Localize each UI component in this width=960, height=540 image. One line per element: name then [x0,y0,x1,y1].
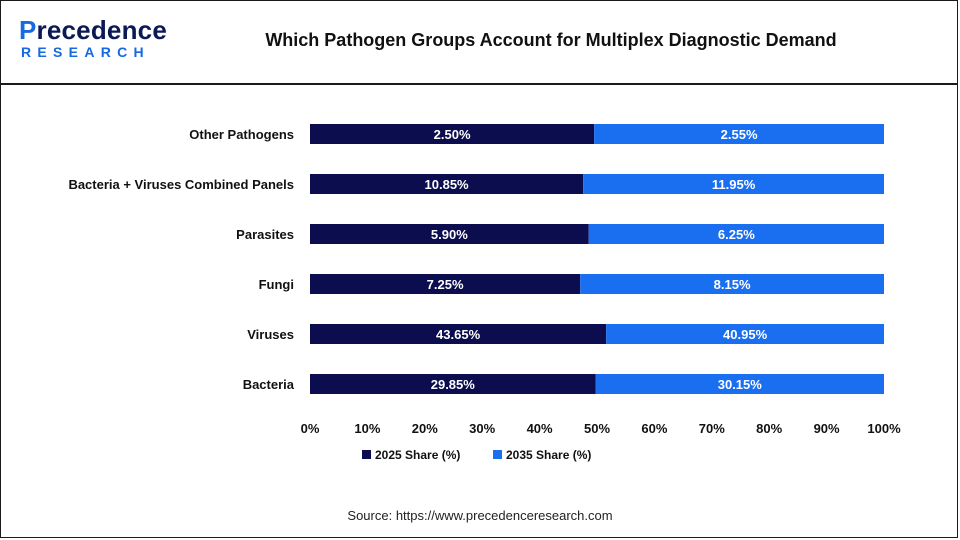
x-tick-label: 70% [699,421,725,436]
data-label-2035: 30.15% [718,377,763,392]
chart-title: Which Pathogen Groups Account for Multip… [265,30,837,50]
data-label-2035: 6.25% [718,227,755,242]
data-label-2025: 2.50% [434,127,471,142]
x-tick-label: 90% [814,421,840,436]
legend-swatch [493,450,502,459]
x-tick-label: 50% [584,421,610,436]
category-label: Viruses [247,327,294,342]
data-label-2035: 40.95% [723,327,768,342]
bar-2035-share [588,224,884,244]
x-tick-label: 40% [527,421,553,436]
bars [310,124,884,394]
data-label-2025: 43.65% [436,327,481,342]
bar-2025-share [310,374,596,394]
bar-2035-share [583,174,884,194]
data-label-2025: 29.85% [431,377,476,392]
x-axis-ticks: 0% 10% 20% 30% 40% 50% 60% 70% 80% 90% 100% [301,421,901,436]
data-label-2025: 5.90% [431,227,468,242]
data-label-2035: 11.95% [712,177,756,192]
legend-label: 2025 Share (%) [375,448,460,462]
x-tick-label: 20% [412,421,438,436]
category-labels: Bacteria Viruses Fungi Parasites Bacteria + … [68,127,294,392]
x-tick-label: 100% [867,421,901,436]
bar-2025-share [310,324,607,344]
data-label-2035: 2.55% [721,127,758,142]
data-label-2025: 10.85% [425,177,470,192]
bar-2025-share [310,174,584,194]
category-label: Parasites [236,227,294,242]
bar-2035-share [594,124,884,144]
category-label: Bacteria [243,377,295,392]
x-tick-label: 0% [301,421,320,436]
data-label-2035: 8.15% [714,277,751,292]
bar-2025-share [310,124,595,144]
data-labels: 29.85% 30.15% 43.65% 40.95% 7.25% 8.15% 5.90% 6… [425,127,768,392]
data-label-2025: 7.25% [427,277,464,292]
bar-2035-share [580,274,884,294]
category-label: Bacteria + Viruses Combined Panels [68,177,294,192]
source-note: Source: https://www.precedenceresearch.c… [347,508,613,523]
x-tick-label: 10% [354,421,380,436]
bar-2025-share [310,224,589,244]
bar-2025-share [310,274,581,294]
legend-swatch [362,450,371,459]
header: Precedence RESEARCH Which Pathogen Group… [1,1,957,85]
stacked-bar-chart: Bacteria Viruses Fungi Parasites Bacteria + … [68,124,901,462]
category-label: Other Pathogens [189,127,294,142]
category-label: Fungi [259,277,294,292]
bar-2035-share [606,324,884,344]
x-tick-label: 30% [469,421,495,436]
logo-subtext: RESEARCH [21,44,150,60]
x-tick-label: 80% [756,421,782,436]
legend-label: 2035 Share (%) [506,448,591,462]
precedence-research-logo: Precedence RESEARCH [19,15,169,65]
logo-wordmark: Precedence [19,15,167,45]
legend: 2025 Share (%) 2035 Share (%) [362,448,591,462]
bar-2035-share [595,374,884,394]
x-tick-label: 60% [641,421,667,436]
